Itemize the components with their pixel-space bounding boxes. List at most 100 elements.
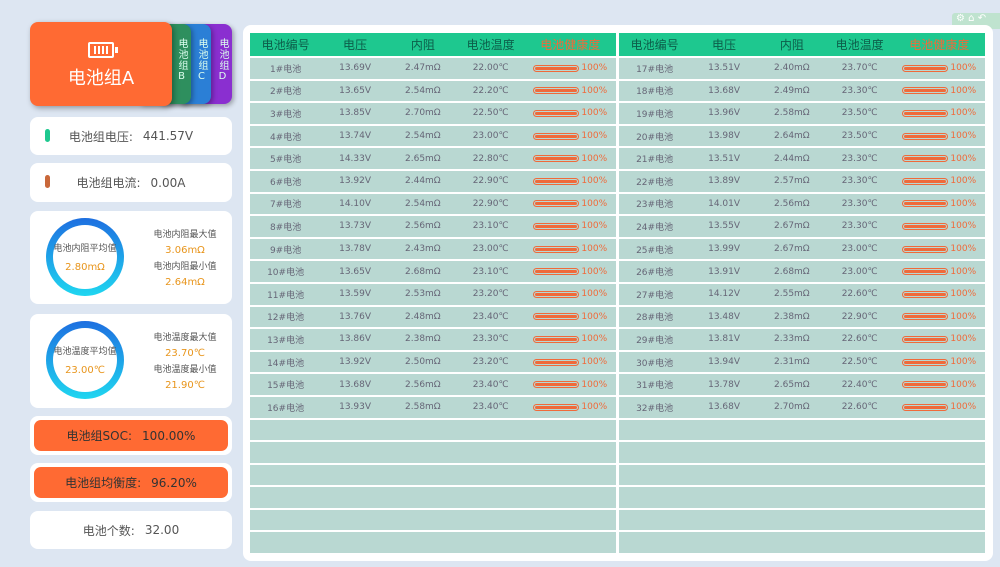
table-cell: 10#电池 — [267, 268, 305, 279]
table-row[interactable]: 11#电池 13.59V 2.53mΩ 23.20℃ 100% — [250, 283, 617, 305]
health-value: 100% — [581, 357, 608, 368]
table-row[interactable]: 9#电池 13.78V 2.43mΩ 23.00℃ 100% — [250, 238, 617, 260]
table-row[interactable]: 30#电池 13.94V 2.31mΩ 22.50℃ 100% — [619, 351, 985, 373]
table-row[interactable]: 21#电池 13.51V 2.44mΩ 23.30℃ 100% — [619, 148, 985, 169]
empty-row — [250, 532, 616, 554]
health-cell: 100% — [894, 267, 986, 277]
table-cell: 23.30℃ — [841, 153, 878, 164]
count-value: 32.00 — [144, 523, 180, 537]
table-row[interactable]: 5#电池 14.33V 2.65mΩ 22.80℃ 100% — [250, 148, 616, 169]
table-cell: 2.44mΩ — [774, 153, 810, 164]
table-row[interactable]: 4#电池 13.74V 2.54mΩ 23.00℃ 100% — [250, 125, 616, 147]
table-cell: 23.30℃ — [841, 85, 878, 96]
table-row[interactable]: 12#电池 13.76V 2.48mΩ 23.40℃ 100% — [250, 306, 616, 328]
table-row[interactable]: 32#电池 13.68V 2.70mΩ 22.60℃ 100% — [619, 396, 985, 418]
table-row[interactable]: 3#电池 13.85V 2.70mΩ 22.50℃ 100% — [250, 103, 616, 124]
tab-label: 电池组C — [196, 38, 207, 83]
table-row[interactable]: 2#电池 13.65V 2.54mΩ 22.20℃ 100% — [250, 80, 616, 102]
tab-label: 电池组D — [217, 38, 228, 83]
table-cell: 18#电池 — [636, 87, 674, 98]
table-cell: 13.74V — [339, 131, 372, 142]
health-value: 100% — [581, 85, 608, 96]
current-marker — [45, 175, 50, 188]
health-cell: 100% — [894, 221, 986, 231]
table-row[interactable]: 28#电池 13.48V 2.38mΩ 22.90℃ 100% — [619, 306, 985, 328]
temperature-avg-ring: 电池温度平均值 23.00℃ — [46, 321, 124, 399]
column-header: 内阻 — [410, 38, 435, 52]
table-row[interactable]: 23#电池 14.01V 2.56mΩ 23.30℃ 100% — [619, 193, 986, 215]
table-row[interactable]: 10#电池 13.65V 2.68mΩ 23.10℃ 100% — [250, 261, 616, 282]
health-cell: 100% — [894, 199, 986, 209]
health-bar — [533, 290, 580, 298]
table-row[interactable]: 13#电池 13.86V 2.38mΩ 23.30℃ 100% — [250, 329, 616, 350]
table-row[interactable]: 27#电池 14.12V 2.55mΩ 22.60℃ 100% — [619, 283, 986, 305]
health-value: 100% — [581, 289, 608, 300]
table-cell: 2#电池 — [269, 87, 302, 98]
table-cell: 2.65mΩ — [774, 379, 810, 390]
table-cell: 13.59V — [339, 289, 372, 300]
settings-icon[interactable]: ⚙ — [956, 13, 965, 24]
table-row[interactable]: 26#电池 13.91V 2.68mΩ 23.00℃ 100% — [619, 261, 985, 282]
table-row[interactable]: 7#电池 14.10V 2.54mΩ 22.90℃ 100% — [250, 193, 616, 215]
tab-battery-group-a[interactable]: 电池组A — [30, 22, 172, 106]
table-row[interactable]: 14#电池 13.92V 2.50mΩ 23.20℃ 100% — [250, 351, 616, 373]
health-cell: 100% — [525, 108, 617, 118]
table-row[interactable]: 6#电池 13.92V 2.44mΩ 22.90℃ 100% — [250, 170, 616, 192]
home-icon[interactable]: ⌂ — [968, 13, 975, 24]
table-row[interactable]: 25#电池 13.99V 2.67mΩ 23.00℃ 100% — [619, 238, 985, 260]
health-value: 100% — [581, 311, 608, 322]
health-cell: 100% — [525, 267, 617, 277]
table-cell: 23.30℃ — [472, 334, 509, 345]
tab-label: 电池组B — [176, 38, 187, 83]
table-cell: 13#电池 — [267, 335, 305, 346]
table-cell: 23.00℃ — [472, 131, 509, 142]
table-cell: 2.70mΩ — [405, 108, 441, 119]
health-cell: 100% — [894, 86, 986, 96]
back-icon[interactable]: ↶ — [977, 13, 987, 24]
table-cell: 13.78V — [339, 244, 372, 255]
table-cell: 2.31mΩ — [774, 357, 810, 368]
table-cell: 2.54mΩ — [405, 85, 441, 96]
table-cell: 13.48V — [708, 311, 741, 322]
table-row[interactable]: 22#电池 13.89V 2.57mΩ 23.30℃ 100% — [619, 170, 985, 192]
table-row[interactable]: 1#电池 13.69V 2.47mΩ 22.00℃ 100% — [250, 58, 616, 79]
health-bar — [902, 381, 949, 389]
table-row[interactable]: 20#电池 13.98V 2.64mΩ 23.50℃ 100% — [619, 125, 985, 147]
table-cell: 22.90℃ — [841, 311, 878, 322]
health-cell: 100% — [894, 289, 986, 299]
table-row[interactable]: 15#电池 13.68V 2.56mΩ 23.40℃ 100% — [250, 374, 616, 395]
table-row[interactable]: 17#电池 13.51V 2.40mΩ 23.70℃ 100% — [619, 58, 985, 79]
table-cell: 23#电池 — [636, 200, 674, 211]
health-cell: 100% — [525, 289, 617, 299]
health-cell: 100% — [894, 380, 986, 390]
table-row[interactable]: 31#电池 13.78V 2.65mΩ 22.40℃ 100% — [619, 374, 985, 395]
battery-table-left: 电池编号 电压 内阻 电池温度 电池健康度 1#电池 13.69V 2.47mΩ 22.00℃ 1… — [250, 33, 617, 554]
table-row[interactable]: 16#电池 13.93V 2.58mΩ 23.40℃ 100% — [250, 396, 616, 418]
health-cell: 100% — [525, 244, 617, 254]
table-cell: 13.96V — [708, 108, 741, 119]
table-row[interactable]: 18#电池 13.68V 2.49mΩ 23.30℃ 100% — [619, 80, 986, 102]
table-cell: 23.10℃ — [472, 266, 509, 277]
table-row[interactable]: 8#电池 13.73V 2.56mΩ 23.10℃ 100% — [250, 216, 616, 237]
table-header: 电池编号 电压 内阻 电池温度 电池健康度 — [619, 33, 985, 56]
table-row[interactable]: 19#电池 13.96V 2.58mΩ 23.50℃ 100% — [619, 103, 985, 124]
table-cell: 13.51V — [708, 63, 741, 74]
health-value: 100% — [950, 153, 977, 164]
table-cell: 13.85V — [339, 108, 372, 119]
table-cell: 22.90℃ — [472, 176, 509, 187]
empty-row — [619, 442, 985, 463]
resistance-extremes: 电池内阻最大值 3.06mΩ 电池内阻最小值 2.64mΩ — [153, 230, 217, 288]
table-cell: 19#电池 — [636, 109, 674, 120]
table-row[interactable]: 24#电池 13.55V 2.67mΩ 23.30℃ 100% — [619, 216, 985, 237]
health-bar — [533, 155, 580, 163]
table-cell: 2.44mΩ — [405, 176, 441, 187]
table-cell: 4#电池 — [269, 132, 302, 143]
table-row[interactable]: 29#电池 13.81V 2.33mΩ 22.60℃ 100% — [619, 329, 985, 350]
table-cell: 8#电池 — [269, 222, 302, 233]
empty-row — [619, 509, 985, 531]
table-cell: 13.92V — [339, 357, 372, 368]
table-cell: 2.58mΩ — [405, 402, 441, 413]
table-cell: 9#电池 — [269, 245, 302, 256]
health-bar — [533, 132, 580, 140]
voltage-value: 441.57V — [142, 129, 194, 143]
